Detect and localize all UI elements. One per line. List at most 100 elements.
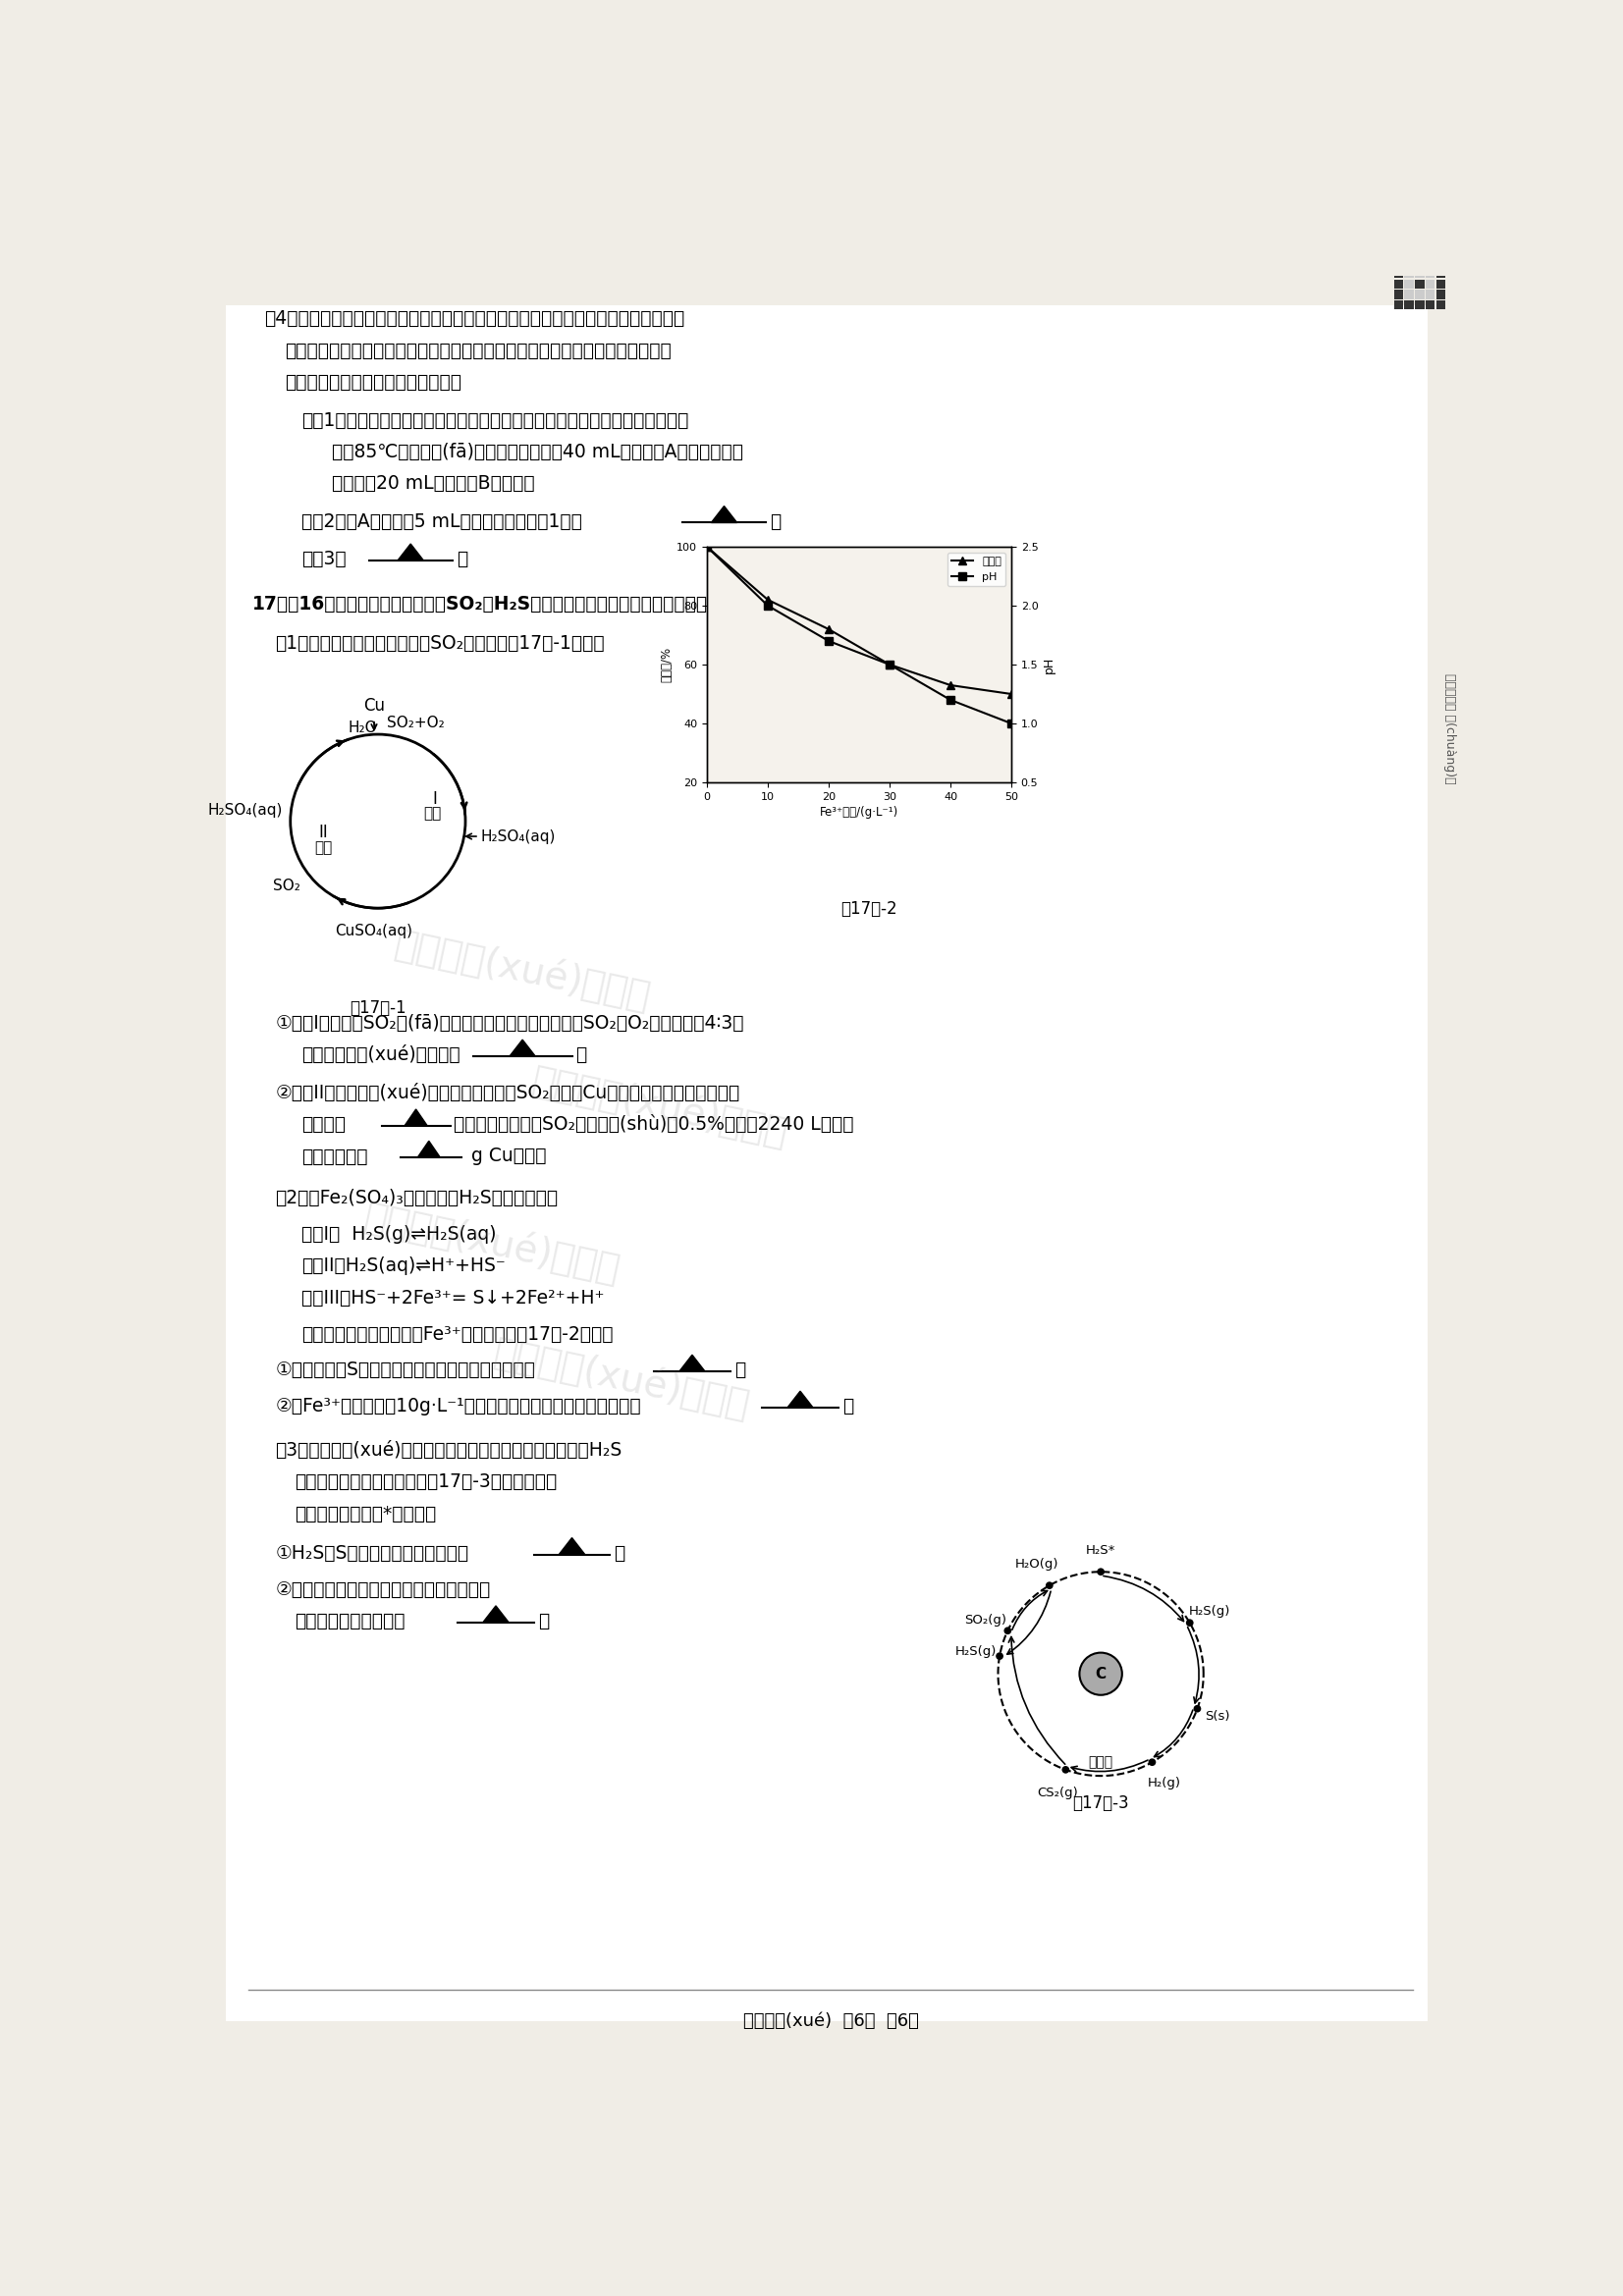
Text: 。: 。 — [456, 549, 467, 569]
Text: 。: 。 — [537, 1612, 549, 1630]
pH — [1001, 709, 1021, 737]
Text: 題17圖-3: 題17圖-3 — [1073, 1795, 1130, 1812]
Text: 活性炭: 活性炭 — [1089, 1756, 1113, 1770]
Polygon shape — [398, 544, 424, 560]
Text: 催化: 催化 — [424, 806, 441, 822]
Text: 高考同學(xué)的試卷: 高考同學(xué)的試卷 — [360, 1199, 623, 1288]
Circle shape — [1097, 1568, 1105, 1575]
Text: （4）為探究溶液的濃縮程度和冷卻速度對配合物晶型的影響，將溶液進行不同程度的: （4）為探究溶液的濃縮程度和冷卻速度對配合物晶型的影響，將溶液進行不同程度的 — [265, 310, 685, 328]
Bar — [1415, 257, 1423, 266]
Y-axis label: 脱硫率/%: 脱硫率/% — [661, 647, 672, 682]
Polygon shape — [558, 1538, 584, 1554]
Text: 份濃縮至20 mL（標記為B溶液）。: 份濃縮至20 mL（標記為B溶液）。 — [333, 475, 536, 494]
Bar — [1404, 301, 1414, 310]
Circle shape — [997, 1653, 1003, 1660]
Text: 題17圖-1: 題17圖-1 — [349, 999, 406, 1017]
Bar — [1436, 280, 1446, 289]
pH — [880, 650, 899, 677]
Bar — [1415, 301, 1423, 310]
Text: CuSO₄(aq): CuSO₄(aq) — [336, 923, 412, 939]
pH — [698, 533, 717, 560]
Text: ②從物質轉化與資源綜合利用角度分析，該: ②從物質轉化與資源綜合利用角度分析，該 — [276, 1580, 490, 1598]
Text: SO₂+O₂: SO₂+O₂ — [388, 716, 445, 730]
Text: S(s): S(s) — [1204, 1711, 1230, 1722]
Bar — [1394, 257, 1402, 266]
Text: 狀況），可使: 狀況），可使 — [302, 1148, 368, 1166]
Text: C: C — [1096, 1667, 1107, 1681]
pH — [758, 592, 777, 620]
Circle shape — [1005, 1628, 1011, 1635]
Bar — [1394, 289, 1402, 298]
Polygon shape — [787, 1391, 813, 1407]
Polygon shape — [484, 1605, 508, 1623]
Text: II: II — [318, 824, 328, 840]
Text: g Cu再生。: g Cu再生。 — [466, 1148, 547, 1166]
Text: 反應I：  H₂S(g)⇌H₂S(aq): 反應I： H₂S(g)⇌H₂S(aq) — [302, 1224, 497, 1244]
Text: 反應II：H₂S(aq)⇌H⁺+HS⁻: 反應II：H₂S(aq)⇌H⁺+HS⁻ — [302, 1256, 506, 1274]
Text: 一定條件下測得脫硫率與Fe³⁺濃度關系如題17圖-2所示。: 一定條件下測得脫硫率與Fe³⁺濃度關系如題17圖-2所示。 — [302, 1325, 613, 1343]
Text: 。: 。 — [576, 1045, 588, 1065]
Circle shape — [1045, 1582, 1053, 1589]
Text: ①H₂S中S元素的轉化過程可描述為: ①H₂S中S元素的轉化過程可描述為 — [276, 1543, 469, 1564]
Text: ①吸收液經除S后可進行再生，較經濟的再生方法是: ①吸收液經除S后可進行再生，較經濟的再生方法是 — [276, 1362, 536, 1380]
Text: H₂O: H₂O — [347, 721, 377, 735]
Text: 17．（16分）煙氣中常常含有大量SO₂和H₂S等大氣污染物，需經過凈化處理后才能排放。: 17．（16分）煙氣中常常含有大量SO₂和H₂S等大氣污染物，需經過凈化處理后才… — [252, 595, 751, 613]
Bar — [1425, 257, 1435, 266]
Text: （1）除去燃煤產生的廢氣中的SO₂的過程如題17圖-1所示。: （1）除去燃煤產生的廢氣中的SO₂的過程如題17圖-1所示。 — [276, 634, 605, 652]
X-axis label: Fe³⁺浓度/(g·L⁻¹): Fe³⁺浓度/(g·L⁻¹) — [820, 806, 899, 820]
Bar — [1436, 257, 1446, 266]
Text: I: I — [433, 790, 437, 808]
Bar — [1425, 289, 1435, 298]
Text: 高考同學(xué)的試卷: 高考同學(xué)的試卷 — [391, 925, 654, 1017]
Text: ②當Fe³⁺的濃度大于10g·L⁻¹時，濃度越大，脫硫率越低的原因是: ②當Fe³⁺的濃度大于10g·L⁻¹時，濃度越大，脫硫率越低的原因是 — [276, 1398, 641, 1417]
Text: 作步驟如下，請補充完整實驗方案。: 作步驟如下，請補充完整實驗方案。 — [286, 372, 463, 393]
Polygon shape — [678, 1355, 704, 1371]
Text: H₂O(g): H₂O(g) — [1016, 1559, 1060, 1570]
Text: 。: 。 — [769, 512, 781, 530]
Line: 脫硫率: 脫硫率 — [703, 542, 1016, 698]
Text: 掃描全能王 創(chuàng)建: 掃描全能王 創(chuàng)建 — [1443, 673, 1456, 785]
Text: 。若此過程中除去SO₂體積分數(shù)為0.5%的廢氣2240 L（標準: 。若此過程中除去SO₂體積分數(shù)為0.5%的廢氣2240 L（標準 — [454, 1116, 854, 1134]
Circle shape — [1149, 1759, 1156, 1766]
Y-axis label: pH: pH — [1042, 657, 1055, 673]
Text: 過程初步達到的目的為: 過程初步達到的目的為 — [294, 1612, 404, 1630]
Text: （2）用Fe₂(SO₄)₃吸收液脫除H₂S的原理如下：: （2）用Fe₂(SO₄)₃吸收液脫除H₂S的原理如下： — [276, 1189, 558, 1208]
Text: （3）我國科學(xué)家研究在活性炭催化條件下將煙氣中的H₂S: （3）我國科學(xué)家研究在活性炭催化條件下將煙氣中的H₂S — [276, 1442, 622, 1460]
Circle shape — [1079, 1653, 1121, 1694]
Text: 電解: 電解 — [315, 840, 333, 854]
Bar — [1436, 301, 1446, 310]
脫硫率 — [758, 585, 777, 613]
Text: 反應式為: 反應式為 — [302, 1116, 346, 1134]
Text: 度為85℃）中蒸發(fā)濃縮，一份濃縮至40 mL（標記為A溶液），另一: 度為85℃）中蒸發(fā)濃縮，一份濃縮至40 mL（標記為A溶液），另一 — [333, 443, 743, 461]
Polygon shape — [404, 1109, 427, 1125]
Bar — [1425, 301, 1435, 310]
Polygon shape — [711, 505, 737, 523]
脫硫率 — [698, 533, 717, 560]
Text: 步驟2：從A溶液中取5 mL于試管中，編號為1號，: 步驟2：從A溶液中取5 mL于試管中，編號為1號， — [302, 512, 583, 530]
Polygon shape — [417, 1141, 440, 1157]
Text: H₂S(g): H₂S(g) — [1188, 1605, 1230, 1619]
Line: pH: pH — [703, 542, 1016, 728]
Text: 附在催化劑表面用*標注）。: 附在催化劑表面用*標注）。 — [294, 1504, 437, 1522]
Bar — [1436, 289, 1446, 298]
Text: 。: 。 — [613, 1543, 625, 1564]
Text: 反應III：HS⁻+2Fe³⁺= S↓+2Fe²⁺+H⁺: 反應III：HS⁻+2Fe³⁺= S↓+2Fe²⁺+H⁺ — [302, 1288, 605, 1306]
Text: H₂S(g): H₂S(g) — [954, 1646, 997, 1658]
Bar — [1404, 280, 1414, 289]
Text: 高考同學(xué)的試卷: 高考同學(xué)的試卷 — [527, 1061, 790, 1153]
Text: H₂SO₄(aq): H₂SO₄(aq) — [208, 804, 282, 817]
Circle shape — [1193, 1706, 1201, 1713]
Circle shape — [1186, 1619, 1193, 1626]
Bar — [1425, 280, 1435, 289]
Text: 高考同學(xué)的試卷: 高考同學(xué)的試卷 — [490, 1334, 753, 1424]
Bar — [1404, 269, 1414, 278]
Text: 。: 。 — [842, 1398, 854, 1417]
Bar — [1415, 280, 1423, 289]
Text: 題17圖-2: 題17圖-2 — [841, 900, 898, 918]
Bar — [1394, 269, 1402, 278]
Text: H₂(g): H₂(g) — [1147, 1777, 1182, 1789]
pH — [941, 687, 961, 714]
脫硫率 — [1001, 680, 1021, 707]
Text: CS₂(g): CS₂(g) — [1037, 1786, 1078, 1798]
Bar — [1415, 269, 1423, 278]
